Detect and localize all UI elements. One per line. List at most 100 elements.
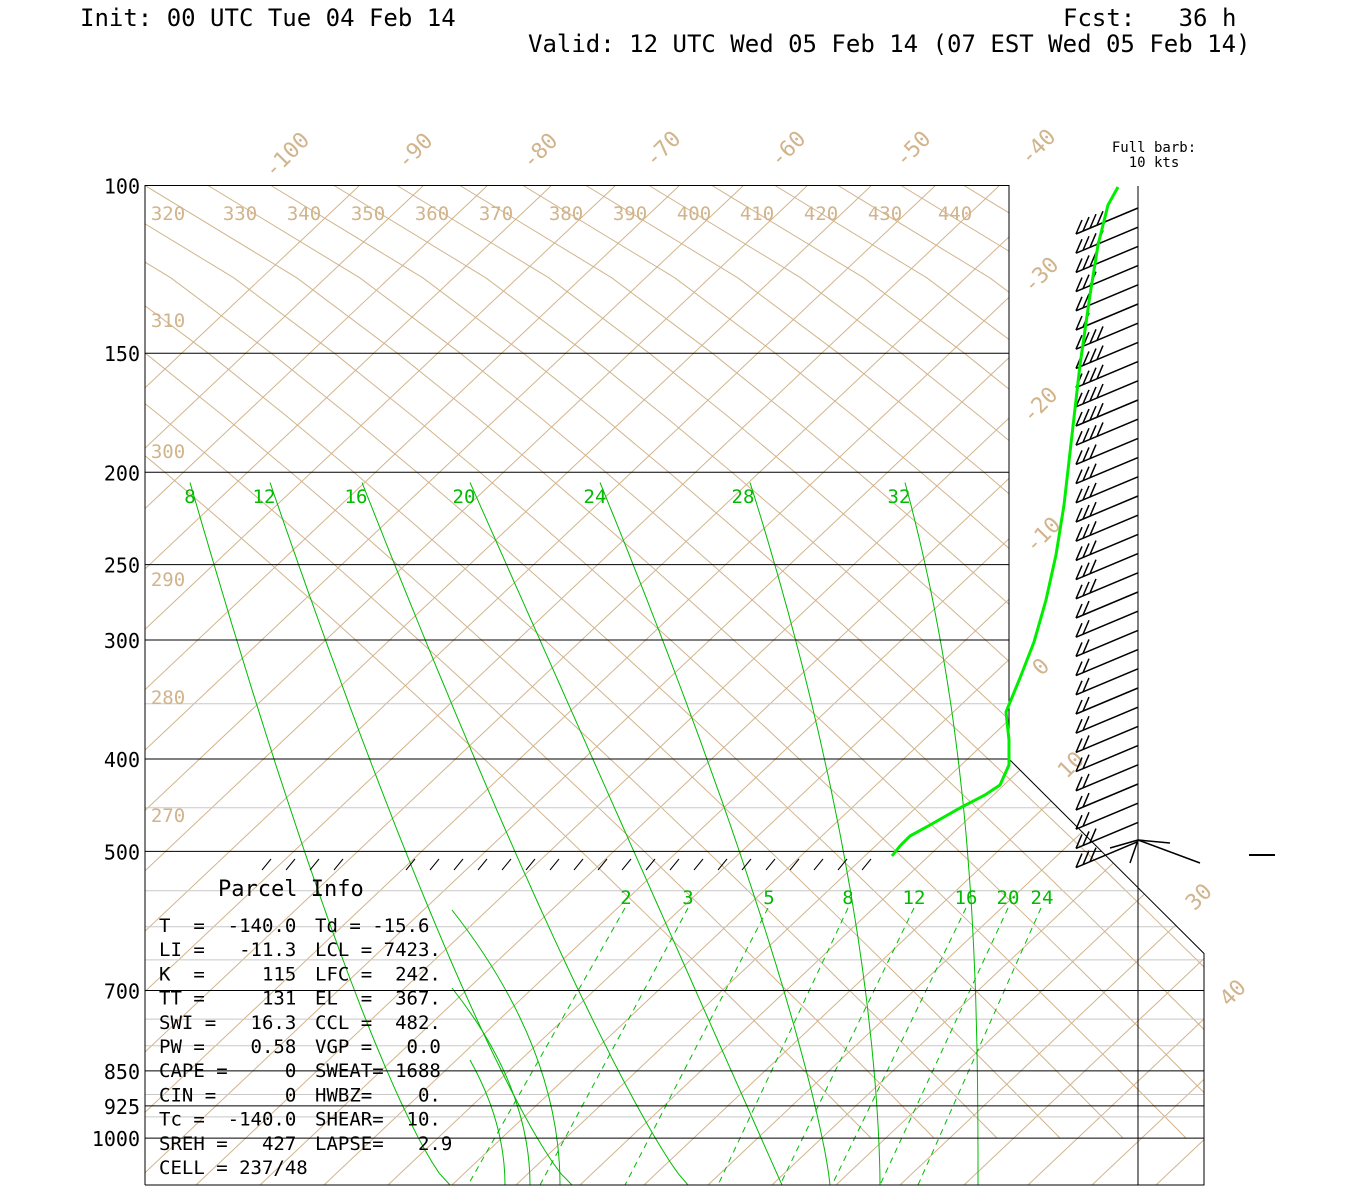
barb-flag [1075,565,1083,580]
dry-adiabat-line [963,185,1204,1139]
barb-flag [1089,540,1097,555]
isotherm-label: -40 [1016,125,1062,171]
temperature-profile [890,186,1120,857]
barb-flag [1082,466,1090,481]
barb-shaft [1075,552,1139,581]
barb-flag [1075,853,1083,868]
hatch-tick [573,858,584,871]
barb-flag [1082,850,1090,865]
barb-flag [1082,543,1090,558]
barb-legend: Full barb: 10 kts [1112,140,1275,856]
parcel-info-panel: Parcel Info T = -140.0 Td = -15.6 LI = -11… [159,877,452,1179]
parcel-stat-left: PW = 0.58 [159,1036,296,1058]
barb-shaft [1075,706,1139,734]
barb-flag [1082,504,1090,520]
barb-flag [1082,792,1090,808]
pressure-label: 1000 [92,1127,140,1151]
theta-label: 340 [287,203,321,225]
isotherm-line [1027,185,1204,1185]
barb-flag [1075,776,1083,792]
barb-shaft [1075,840,1139,869]
pressure-label: 925 [104,1095,140,1119]
hatch-tick [621,858,632,871]
isotherm-line [579,185,1204,1185]
wind-barb [1075,399,1139,427]
barb-flag [1096,326,1104,341]
barb-shaft [1075,687,1139,715]
isotherm-line [771,185,1204,1185]
barb-shaft [1075,572,1139,600]
wind-barb [1075,341,1139,370]
hatch-tick [837,858,848,871]
mixing-ratio-line [779,907,915,1185]
barb-flag [1075,834,1083,849]
pressure-label: 850 [104,1060,140,1084]
isotherm-line [707,185,1204,1185]
isotherm-label: 30 [1181,879,1217,915]
barb-shaft [1075,764,1139,792]
barb-shaft [1075,533,1139,562]
isotherm-line [145,185,809,1185]
dry-adiabat-line [774,185,1204,1139]
moist-adiabat-line [451,909,561,1185]
barb-flag [1089,425,1097,440]
barb-flag [1075,411,1083,427]
barb-flag [1075,277,1083,292]
wind-barb [1075,802,1139,830]
parcel-stat-left: T = -140.0 [159,915,296,937]
wind-barb [1075,533,1139,562]
hatch-tick [669,858,680,871]
isotherm-line [145,185,425,1185]
barb-flag [1082,619,1090,635]
wind-barb [1075,476,1139,504]
barb-flag [1075,334,1083,350]
barb-flag [1089,233,1097,248]
hatch-tick [813,858,824,871]
barb-flag [1082,715,1090,731]
barb-flag [1089,213,1097,229]
parcel-stat-right: HWBZ= 0. [315,1084,441,1106]
hatch-tick [645,858,656,871]
barb-flag [1089,559,1097,575]
barb-legend-line2: 10 kts [1129,155,1180,171]
barb-flag [1082,351,1090,366]
parcel-stat-left: CAPE = 0 [159,1060,296,1082]
wind-barb [1075,572,1139,600]
mixing-ratio-label: 20 [997,887,1020,909]
moist-adiabat-lines [189,482,979,1185]
barb-flag [1082,408,1090,424]
isotherm-line [323,185,1204,1185]
wind-barb [1075,629,1139,658]
barb-flag [1082,754,1090,769]
barb-flag [1089,501,1097,517]
parcel-stat-left: CIN = 0 [159,1084,296,1106]
pressure-label: 300 [104,629,140,653]
isotherm-label: -100 [260,128,315,183]
moist-adiabat-label: 20 [453,486,476,508]
isotherm-line [643,185,1204,1185]
pressure-label: 500 [104,840,140,864]
barb-shaft [1075,418,1139,446]
wind-barb [1075,456,1139,485]
barb-flag [1075,430,1083,446]
barb-flag [1075,642,1083,657]
barb-shaft [1075,591,1139,619]
barb-shaft [1075,476,1139,504]
parcel-stat-left: SREH = 427 [159,1133,296,1155]
wind-barb [1075,284,1139,312]
barb-flag [1082,523,1090,539]
dry-adiabat-line [1152,185,1204,1139]
valid-time: Valid: 12 UTC Wed 05 Feb 14 (07 EST Wed … [528,30,1251,58]
parcel-stat-left: TT = 131 [159,988,296,1010]
wind-barb [1075,706,1139,734]
barb-flag [1096,422,1104,437]
hatch-tick [525,858,536,871]
mixing-ratio-label: 16 [955,887,978,909]
barb-shaft [1075,437,1139,466]
wind-barb [1075,514,1139,542]
mixing-ratio-line [917,907,1042,1185]
temperature-line [890,186,1120,857]
wind-barb [1075,591,1139,619]
hatch-tick [693,858,704,871]
